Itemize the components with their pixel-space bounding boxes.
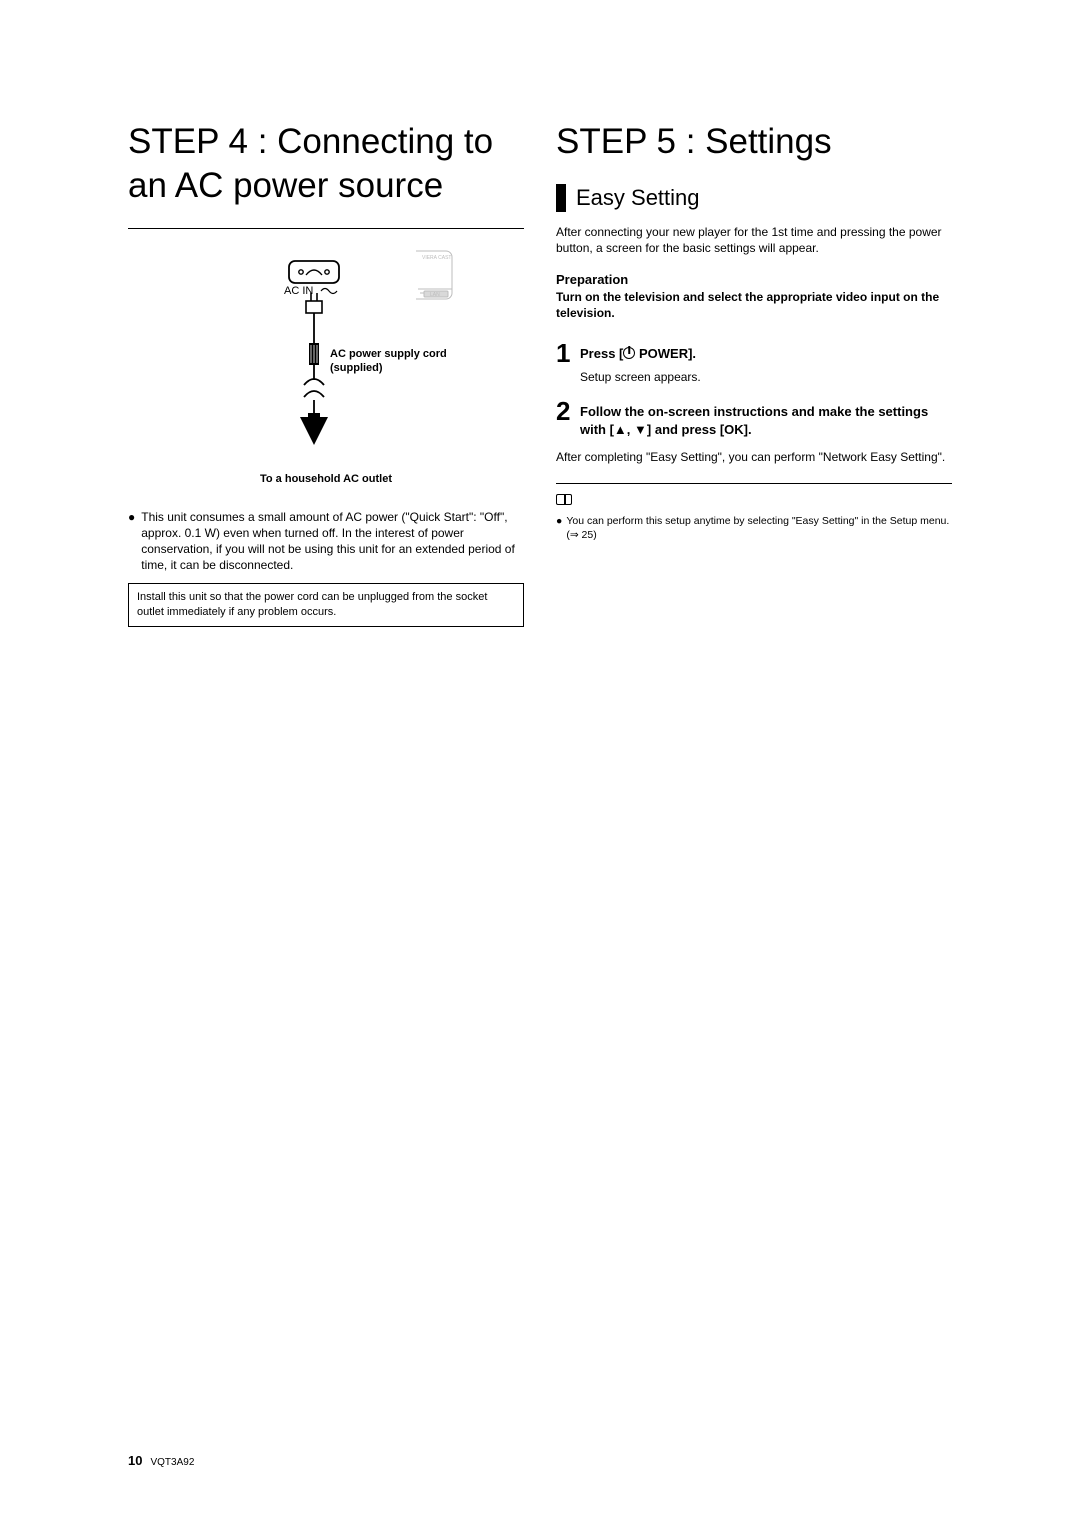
after-completing-text: After completing "Easy Setting", you can… (556, 449, 952, 465)
easy-setting-section-header: Easy Setting (556, 184, 952, 212)
cord-label-line2: (supplied) (330, 361, 447, 375)
panel-lan-label: LAN (430, 292, 440, 298)
ac-in-label: AC IN (284, 285, 313, 297)
preparation-heading: Preparation (556, 272, 952, 287)
step4-heading: STEP 4 : Connecting to an AC power sourc… (128, 120, 524, 208)
power-icon (623, 347, 635, 359)
step5-heading: STEP 5 : Settings (556, 120, 952, 164)
cord-label-line1: AC power supply cord (330, 347, 447, 361)
step-1-sub: Setup screen appears. (580, 370, 952, 384)
intro-text: After connecting your new player for the… (556, 224, 952, 256)
power-consumption-note: ● This unit consumes a small amount of A… (128, 509, 524, 574)
install-warning-box: Install this unit so that the power cord… (128, 583, 524, 627)
page-footer: 10VQT3A92 (128, 1453, 194, 1468)
panel-viera-label: VIERA CAST (422, 255, 451, 261)
preparation-body: Turn on the television and select the ap… (556, 289, 952, 321)
setup-menu-note: ● You can perform this setup anytime by … (556, 514, 952, 542)
step-2: 2 Follow the on-screen instructions and … (556, 398, 952, 439)
outlet-label: To a household AC outlet (128, 473, 524, 485)
divider (556, 483, 952, 484)
ac-connection-diagram: VIERA CAST LAN (128, 228, 524, 493)
note-icon (556, 494, 572, 505)
step-1: 1 Press [ POWER]. (556, 340, 952, 366)
